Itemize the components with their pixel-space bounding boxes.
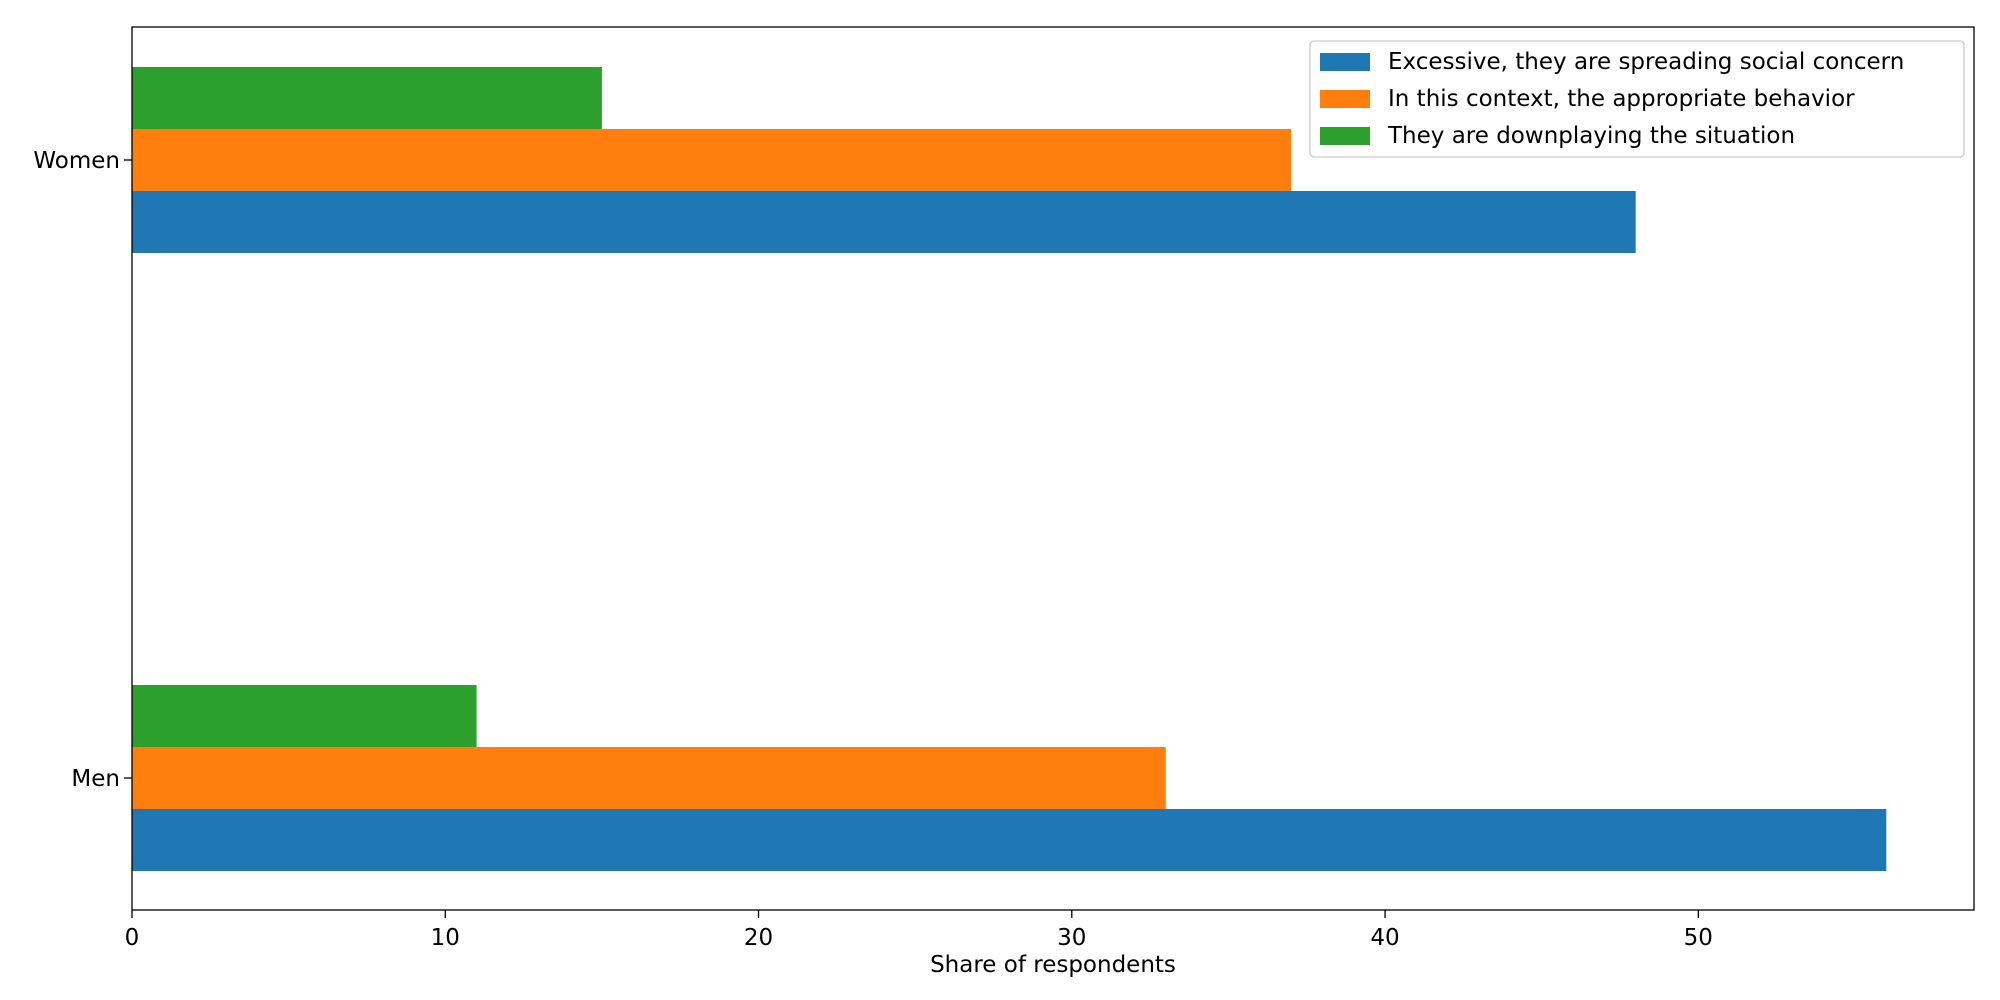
bars-group [132, 67, 1887, 871]
bar-men-series-2 [132, 685, 477, 747]
bar-women-series-1 [132, 129, 1292, 191]
x-axis-ticks: 0 10 20 30 40 50 [125, 910, 1713, 951]
legend-swatch-0 [1320, 53, 1370, 71]
x-tick-label: 40 [1370, 925, 1399, 951]
legend-label-2: They are downplaying the situation [1387, 123, 1795, 149]
bar-men-series-0 [132, 809, 1887, 871]
bar-men-series-1 [132, 747, 1166, 809]
bar-women-series-0 [132, 191, 1636, 253]
legend-box [1309, 40, 1965, 158]
x-tick-label: 10 [431, 925, 460, 951]
bar-women-series-2 [132, 67, 602, 129]
legend: Excessive, they are spreading social con… [1309, 40, 1965, 158]
legend-swatch-2 [1320, 127, 1370, 145]
y-axis-ticks: Men Women [33, 148, 132, 792]
y-tick-label-men: Men [71, 766, 120, 792]
legend-swatch-1 [1320, 90, 1370, 108]
legend-label-0: Excessive, they are spreading social con… [1388, 49, 1904, 75]
x-tick-label: 30 [1057, 925, 1086, 951]
legend-label-1: In this context, the appropriate behavio… [1388, 86, 1855, 112]
plot-frame [131, 26, 1975, 911]
x-tick-label: 20 [744, 925, 773, 951]
y-tick-label-women: Women [33, 148, 120, 174]
x-tick-label: 50 [1684, 925, 1713, 951]
x-axis-label: Share of respondents [930, 952, 1176, 978]
x-tick-label: 0 [125, 925, 140, 951]
